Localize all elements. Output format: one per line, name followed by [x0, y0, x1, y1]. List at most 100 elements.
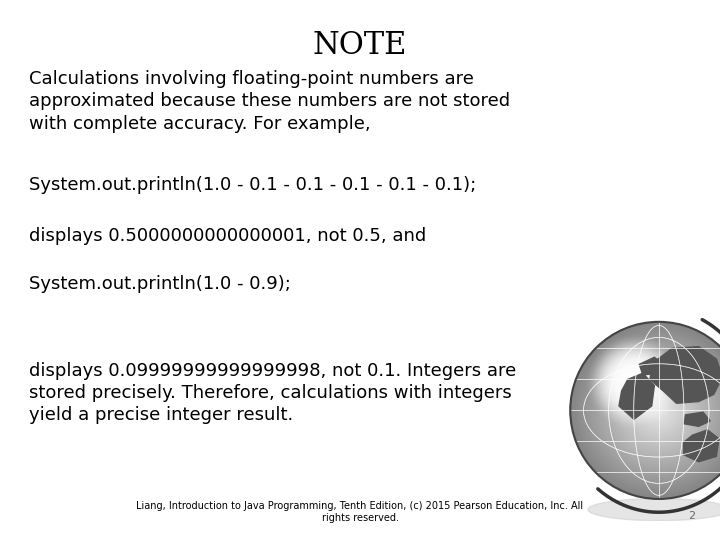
- Circle shape: [570, 322, 720, 499]
- Circle shape: [593, 344, 720, 477]
- Circle shape: [629, 377, 639, 387]
- Circle shape: [628, 375, 641, 389]
- Circle shape: [592, 340, 676, 424]
- Text: System.out.println(1.0 - 0.1 - 0.1 - 0.1 - 0.1 - 0.1);: System.out.println(1.0 - 0.1 - 0.1 - 0.1…: [29, 176, 476, 193]
- Circle shape: [611, 359, 657, 405]
- Circle shape: [610, 362, 708, 459]
- Circle shape: [605, 353, 663, 411]
- Circle shape: [642, 394, 675, 427]
- Circle shape: [600, 348, 668, 416]
- Polygon shape: [683, 430, 719, 462]
- Ellipse shape: [588, 498, 720, 521]
- Text: NOTE: NOTE: [312, 30, 408, 60]
- Circle shape: [604, 356, 714, 465]
- Circle shape: [598, 350, 719, 471]
- Circle shape: [626, 374, 642, 390]
- Circle shape: [613, 364, 705, 456]
- Circle shape: [625, 376, 693, 444]
- Circle shape: [638, 390, 680, 431]
- Circle shape: [641, 393, 677, 428]
- Circle shape: [634, 386, 684, 435]
- Circle shape: [606, 354, 662, 410]
- Circle shape: [613, 361, 655, 403]
- Circle shape: [616, 368, 701, 453]
- Text: displays 0.09999999999999998, not 0.1. Integers are
stored precisely. Therefore,: displays 0.09999999999999998, not 0.1. I…: [29, 362, 516, 424]
- Polygon shape: [650, 347, 720, 403]
- Circle shape: [572, 323, 720, 497]
- Text: displays 0.5000000000000001, not 0.5, and: displays 0.5000000000000001, not 0.5, an…: [29, 227, 426, 245]
- Circle shape: [631, 379, 637, 386]
- Circle shape: [657, 409, 660, 412]
- Circle shape: [579, 330, 720, 490]
- Circle shape: [647, 399, 670, 422]
- Circle shape: [652, 403, 666, 418]
- Circle shape: [608, 360, 709, 461]
- Circle shape: [597, 345, 671, 420]
- Circle shape: [587, 338, 720, 483]
- Circle shape: [607, 359, 711, 462]
- Circle shape: [594, 346, 720, 475]
- Circle shape: [601, 353, 716, 468]
- Circle shape: [654, 406, 663, 415]
- Circle shape: [618, 369, 700, 452]
- Circle shape: [577, 329, 720, 491]
- Circle shape: [626, 378, 691, 443]
- Circle shape: [603, 351, 665, 413]
- Circle shape: [583, 335, 720, 485]
- Circle shape: [597, 348, 720, 472]
- Circle shape: [573, 325, 720, 496]
- Circle shape: [631, 382, 687, 438]
- Circle shape: [629, 381, 688, 440]
- Circle shape: [615, 362, 654, 402]
- Circle shape: [623, 370, 645, 394]
- Circle shape: [619, 367, 649, 397]
- Circle shape: [621, 369, 647, 395]
- Circle shape: [653, 404, 665, 416]
- Circle shape: [611, 363, 706, 457]
- Circle shape: [601, 349, 667, 415]
- Circle shape: [582, 334, 720, 487]
- Circle shape: [649, 400, 669, 421]
- Polygon shape: [619, 373, 654, 419]
- Circle shape: [593, 341, 675, 423]
- Circle shape: [632, 381, 636, 384]
- Circle shape: [588, 340, 720, 481]
- Circle shape: [621, 372, 697, 449]
- Circle shape: [636, 388, 681, 433]
- Circle shape: [650, 402, 667, 419]
- Circle shape: [575, 326, 720, 495]
- Circle shape: [585, 336, 720, 484]
- Circle shape: [644, 396, 674, 425]
- Circle shape: [628, 380, 690, 441]
- Text: Liang, Introduction to Java Programming, Tenth Edition, (c) 2015 Pearson Educati: Liang, Introduction to Java Programming,…: [136, 501, 584, 523]
- Text: Calculations involving floating-point numbers are
approximated because these num: Calculations involving floating-point nu…: [29, 70, 510, 133]
- Circle shape: [618, 366, 650, 399]
- Circle shape: [646, 397, 672, 424]
- Circle shape: [619, 370, 698, 450]
- Circle shape: [606, 357, 712, 463]
- Circle shape: [595, 343, 673, 421]
- Circle shape: [624, 372, 644, 392]
- Circle shape: [632, 384, 685, 437]
- Circle shape: [595, 347, 720, 474]
- Polygon shape: [683, 412, 710, 427]
- Circle shape: [656, 408, 662, 413]
- Circle shape: [580, 332, 720, 489]
- Circle shape: [639, 391, 678, 430]
- Circle shape: [590, 341, 720, 480]
- Text: System.out.println(1.0 - 0.9);: System.out.println(1.0 - 0.9);: [29, 275, 291, 293]
- Circle shape: [624, 375, 694, 446]
- Circle shape: [610, 357, 658, 407]
- Circle shape: [622, 374, 696, 447]
- Polygon shape: [639, 357, 663, 375]
- Circle shape: [615, 366, 703, 455]
- Text: 2: 2: [688, 511, 695, 521]
- Circle shape: [608, 356, 660, 408]
- Circle shape: [600, 352, 718, 469]
- Circle shape: [603, 354, 715, 467]
- Circle shape: [576, 328, 720, 493]
- Circle shape: [598, 346, 670, 418]
- Circle shape: [635, 387, 683, 434]
- Circle shape: [591, 342, 720, 478]
- Circle shape: [616, 364, 652, 400]
